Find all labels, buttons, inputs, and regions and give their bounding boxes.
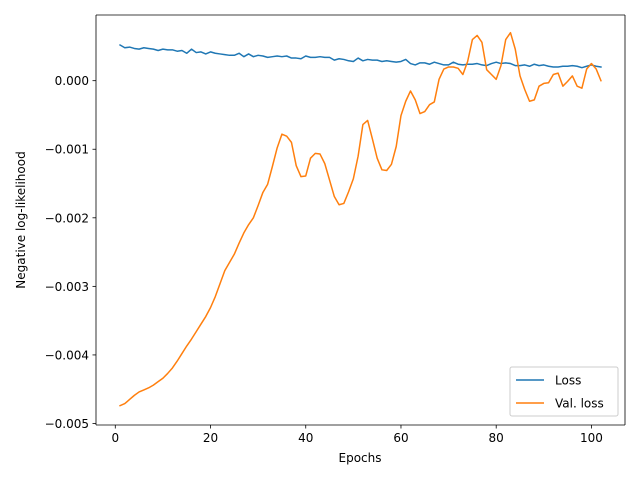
legend: Loss Val. loss [509,366,619,417]
y-axis-ticks: −0.005 −0.004 −0.003 −0.002 −0.001 0.000 [45,74,96,431]
axes-frame [95,14,626,426]
y-axis-title: Negative log-likelihood [14,151,28,288]
x-tick-label: 100 [580,431,603,445]
plot-area: 0 20 40 60 80 100 −0.005−0.004−0.003−0.002−0.… [45,14,626,445]
legend-label-loss: Loss [555,374,581,388]
x-tick-label: 60 [393,431,408,445]
legend-label-val-loss: Val. loss [555,397,604,411]
y-tick-label: 0.000 [55,74,89,88]
y-tick-label: −0.001 [45,143,89,157]
x-tick-label: 80 [489,431,504,445]
y-tick-label: −0.005 [45,417,89,431]
x-axis-ticks: 0 20 40 60 80 100 [111,425,603,445]
series-line-loss [119,44,602,69]
y-tick-label: −0.002 [45,211,89,225]
axes-background [96,15,625,425]
x-tick-label: 40 [298,431,313,445]
x-axis-title: Epochs [339,451,382,465]
series-line-val-loss [119,31,602,407]
y-tick-label: −0.003 [45,280,89,294]
x-tick-label: 0 [111,431,119,445]
x-tick-label: 20 [203,431,218,445]
y-tick-label: −0.004 [45,348,89,362]
series-layer [119,31,602,407]
